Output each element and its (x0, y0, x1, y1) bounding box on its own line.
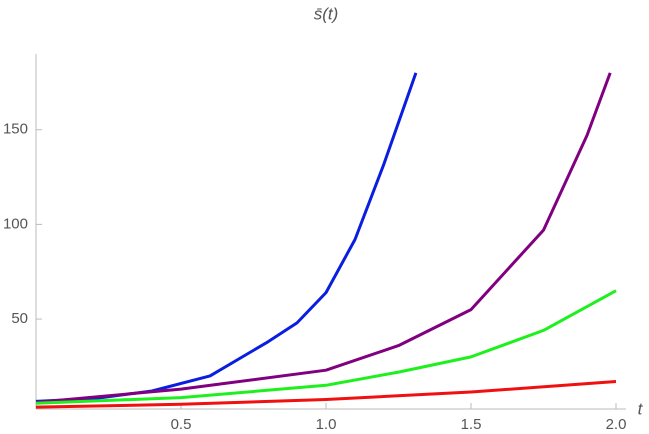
x-tick-label: 2.0 (606, 416, 627, 433)
x-tick-label: 1.0 (316, 416, 337, 433)
series-line (35, 380, 617, 409)
y-tick-label: 150 (3, 121, 28, 138)
series-line (35, 289, 617, 405)
chart-title: s̄(t) (314, 4, 339, 23)
x-tick-label: 0.5 (171, 416, 192, 433)
series-line (35, 72, 418, 403)
y-tick-label: 100 (3, 215, 28, 232)
x-tick-label: 1.5 (461, 416, 482, 433)
x-axis-label: t (638, 399, 644, 418)
y-tick-label: 50 (11, 310, 28, 327)
series-line (35, 72, 612, 404)
